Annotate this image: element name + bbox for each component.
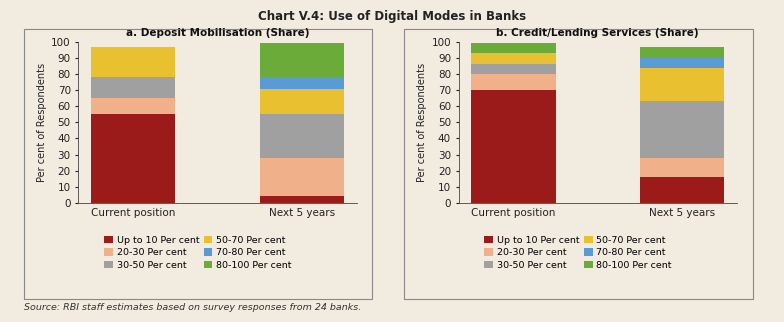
Legend: Up to 10 Per cent, 20-30 Per cent, 30-50 Per cent, 50-70 Per cent, 70-80 Per cen: Up to 10 Per cent, 20-30 Per cent, 30-50…	[481, 233, 675, 272]
Title: b. Credit/Lending Services (Share): b. Credit/Lending Services (Share)	[496, 28, 699, 38]
Text: Chart V.4: Use of Digital Modes in Banks: Chart V.4: Use of Digital Modes in Banks	[258, 10, 526, 23]
Bar	[471, 43, 556, 53]
Bar	[471, 64, 556, 74]
Bar	[640, 101, 724, 158]
Bar	[260, 114, 344, 158]
Bar	[471, 90, 556, 203]
Bar	[640, 47, 724, 58]
Bar	[471, 74, 556, 90]
Bar	[260, 196, 344, 203]
Y-axis label: Per cent of Respondents: Per cent of Respondents	[37, 63, 47, 182]
Bar	[640, 58, 724, 68]
Legend: Up to 10 Per cent, 20-30 Per cent, 30-50 Per cent, 50-70 Per cent, 70-80 Per cen: Up to 10 Per cent, 20-30 Per cent, 30-50…	[101, 233, 295, 272]
Bar	[640, 158, 724, 177]
Bar	[260, 89, 344, 114]
Bar	[260, 77, 344, 89]
Bar	[640, 177, 724, 203]
Bar	[260, 158, 344, 196]
Bar	[91, 47, 176, 77]
Y-axis label: Per cent of Respondents: Per cent of Respondents	[417, 63, 427, 182]
Title: a. Deposit Mobilisation (Share): a. Deposit Mobilisation (Share)	[125, 28, 310, 38]
Text: Source: RBI staff estimates based on survey responses from 24 banks.: Source: RBI staff estimates based on sur…	[24, 303, 361, 312]
Bar	[91, 114, 176, 203]
Bar	[471, 53, 556, 64]
Bar	[260, 43, 344, 77]
Bar	[91, 98, 176, 114]
Bar	[640, 68, 724, 101]
Bar	[91, 77, 176, 98]
